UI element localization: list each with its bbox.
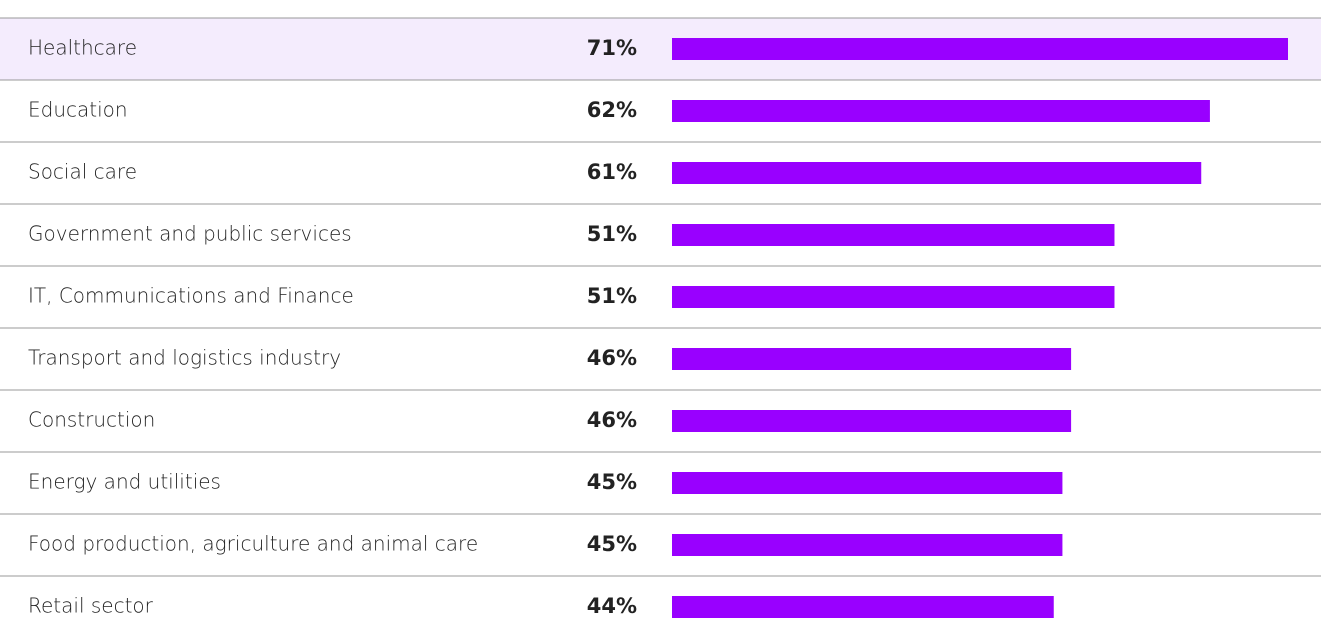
- value-label: 45%: [587, 470, 637, 494]
- bar: [672, 472, 1063, 494]
- category-label: Education: [28, 98, 128, 122]
- value-label: 62%: [587, 98, 637, 122]
- category-label: Construction: [28, 408, 155, 432]
- value-label: 46%: [587, 346, 637, 370]
- bar: [672, 286, 1115, 308]
- value-label: 51%: [587, 284, 637, 308]
- bar: [672, 162, 1202, 184]
- category-label: Healthcare: [28, 36, 137, 60]
- bar: [672, 596, 1054, 618]
- bar: [672, 100, 1210, 122]
- category-label: Retail sector: [28, 594, 154, 618]
- category-label: Transport and logistics industry: [28, 346, 341, 370]
- bar: [672, 410, 1072, 432]
- value-label: 71%: [587, 36, 637, 60]
- bar: [672, 534, 1063, 556]
- category-label: Government and public services: [28, 222, 352, 246]
- bar: [672, 348, 1072, 370]
- category-label: Social care: [28, 160, 137, 184]
- category-label: Energy and utilities: [28, 470, 221, 494]
- category-label: Food production, agriculture and animal …: [28, 532, 478, 556]
- bar: [672, 38, 1288, 60]
- bar: [672, 224, 1115, 246]
- value-label: 45%: [587, 532, 637, 556]
- value-label: 46%: [587, 408, 637, 432]
- value-label: 44%: [587, 594, 637, 618]
- value-label: 61%: [587, 160, 637, 184]
- value-label: 51%: [587, 222, 637, 246]
- category-label: IT, Communications and Finance: [28, 284, 354, 308]
